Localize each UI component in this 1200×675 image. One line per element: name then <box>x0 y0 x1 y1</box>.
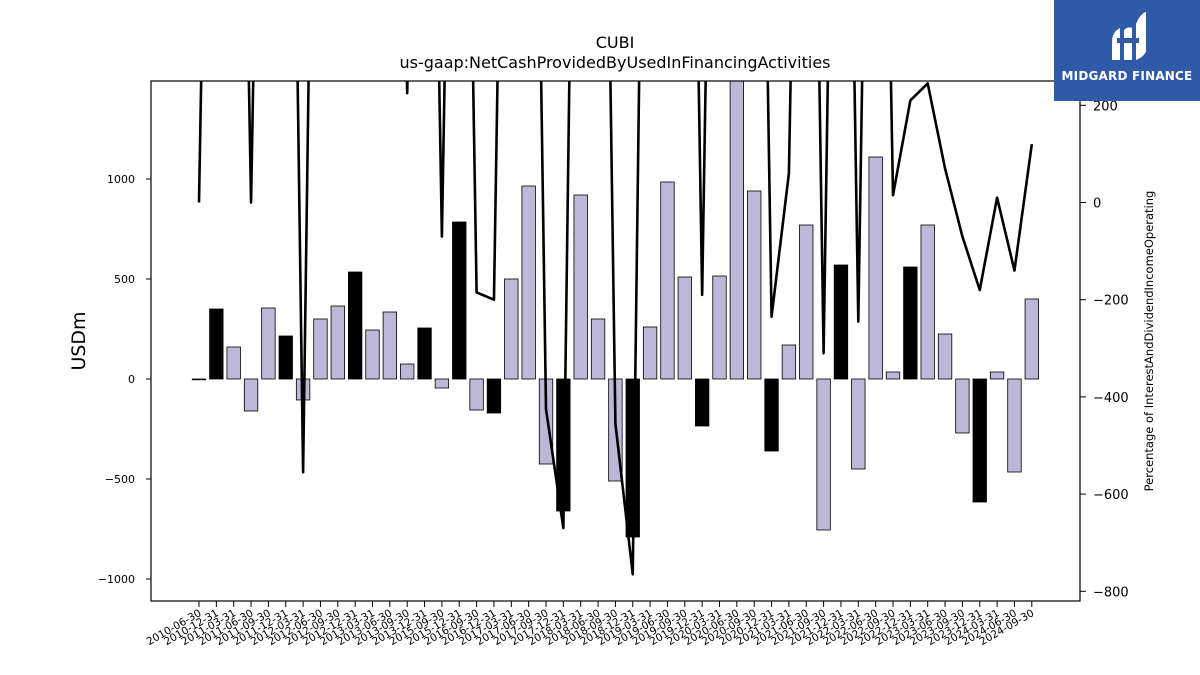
y2-tick-label: −400 <box>1093 391 1129 406</box>
y-axis-left: −1000 −500 0 500 1000 <box>98 173 151 586</box>
y2-axis-label: Percentage of InterestAndDividendIncomeO… <box>1142 191 1156 492</box>
bar-2023-06-30 <box>937 333 953 380</box>
line-path <box>197 81 1034 576</box>
bar-2021-03-31 <box>781 344 797 380</box>
y2-tick-label: 200 <box>1093 99 1118 114</box>
bar-2011-09-30 <box>261 307 276 380</box>
bar-2021-12-31 <box>833 264 849 380</box>
bar-2022-03-31 <box>851 378 866 470</box>
bar-2011-12-31 <box>278 335 293 380</box>
bar-2012-09-30 <box>330 305 345 380</box>
x-axis: 2010-06-302010-12-312011-03-312011-06-30… <box>145 601 1036 648</box>
bar-2016-09-30 <box>469 378 484 411</box>
line-series <box>197 81 1034 576</box>
bar-2011-03-31 <box>226 346 241 380</box>
logo-text: MIDGARD FINANCE <box>1061 69 1193 83</box>
y-tick-label: 0 <box>128 373 135 386</box>
chart-subtitle: us-gaap:NetCashProvidedByUsedInFinancing… <box>399 53 830 72</box>
bar-2019-09-30 <box>677 276 692 380</box>
bar-2013-03-31 <box>365 329 380 380</box>
chart-title: CUBI <box>596 33 635 52</box>
y2-tick-label: 0 <box>1093 196 1101 211</box>
y-axis-label: USDm <box>68 311 90 370</box>
bar-2023-03-31 <box>920 224 935 380</box>
y-axis-right: −800 −600 −400 −200 0 200 <box>1080 99 1129 600</box>
bar-2023-09-30 <box>955 378 970 434</box>
bar-2022-06-30 <box>868 156 883 380</box>
bar-2023-12-31 <box>972 378 987 503</box>
bar-2012-12-31 <box>347 271 363 380</box>
bar-2013-09-30 <box>400 363 415 380</box>
bar-2012-06-30 <box>313 318 328 380</box>
bar-series <box>191 81 1039 538</box>
bar-2020-09-30 <box>747 190 762 380</box>
y-tick-label: −500 <box>105 473 135 486</box>
bar-2021-06-30 <box>799 224 814 380</box>
y-tick-label: −1000 <box>98 573 135 586</box>
bar-2022-09-30 <box>885 371 901 380</box>
bar-2015-09-30 <box>434 378 450 389</box>
bar-2019-06-30 <box>660 181 675 380</box>
brand-logo: MIDGARD FINANCE <box>1054 0 1200 101</box>
bar-2015-12-31 <box>452 221 467 380</box>
bar-2024-03-31 <box>989 371 1005 380</box>
bar-2018-06-30 <box>590 318 606 380</box>
bar-2013-06-30 <box>382 311 398 380</box>
y-tick-label: 1000 <box>107 173 135 186</box>
bar-2020-06-30 <box>729 81 744 380</box>
bar-2021-09-30 <box>816 378 831 531</box>
bar-2018-03-31 <box>573 194 588 380</box>
bar-2016-12-31 <box>486 378 502 414</box>
bar-2019-03-31 <box>642 326 658 380</box>
bar-2011-06-30 <box>243 378 259 412</box>
y2-tick-label: −200 <box>1093 294 1129 309</box>
bar-2010-12-31 <box>209 308 224 380</box>
bar-2024-09-30 <box>1024 298 1039 380</box>
bar-2020-12-31 <box>764 378 779 452</box>
bar-2024-06-30 <box>1007 378 1022 473</box>
bar-2019-12-31 <box>695 378 710 427</box>
bar-2017-03-31 <box>504 278 519 380</box>
y2-tick-label: −600 <box>1093 488 1129 503</box>
logo-mark-icon <box>1112 12 1146 60</box>
bar-2022-12-31 <box>903 266 918 380</box>
bar-2013-12-31 <box>417 327 432 380</box>
bar-2020-03-31 <box>712 275 727 380</box>
bar-2010-06-30 <box>191 378 207 381</box>
y-tick-label: 500 <box>114 273 135 286</box>
bar-2017-06-30 <box>521 185 536 380</box>
y2-tick-label: −800 <box>1093 585 1129 600</box>
